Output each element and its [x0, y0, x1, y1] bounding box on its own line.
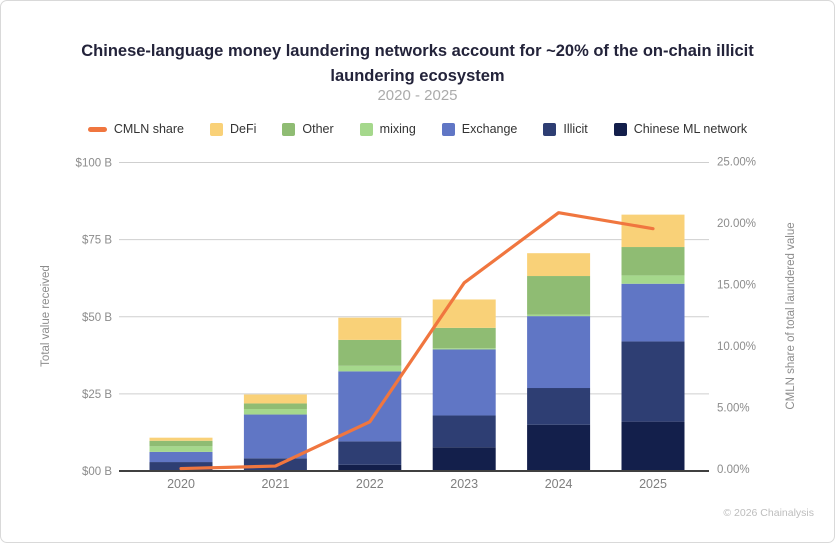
bar-segment-other-2020: [149, 440, 213, 447]
bar-segment-mixing-2020: [149, 446, 213, 452]
x-axis-label-2020: 2020: [167, 477, 195, 491]
legend-label: Exchange: [461, 122, 518, 136]
legend-label: DeFi: [229, 122, 257, 136]
right-axis-tick-label: 5.00%: [717, 403, 750, 415]
bar-segment-exchange-2025: [621, 283, 685, 342]
x-axis-label-2025: 2025: [639, 477, 667, 491]
left-axis-tick-label: $75 B: [82, 235, 112, 247]
bar-segment-chinese-ml-network-2024: [527, 424, 591, 471]
bar-segment-other-2021: [243, 403, 307, 409]
right-axis-tick-label: 0.00%: [717, 464, 750, 476]
illicit-swatch-icon: [543, 122, 557, 136]
legend-label: Chinese ML network: [633, 122, 748, 136]
bar-segment-exchange-2023: [432, 349, 496, 416]
x-axis-label-2022: 2022: [356, 477, 384, 491]
bar-segment-illicit-2021: [243, 458, 307, 471]
bar-segment-defi-2022: [338, 317, 402, 340]
bar-segment-exchange-2022: [338, 371, 402, 442]
cmln-share-swatch-icon: [87, 126, 107, 132]
left-axis-tick-label: $25 B: [82, 389, 112, 401]
bar-segment-illicit-2023: [432, 415, 496, 448]
bar-segment-defi-2020: [149, 437, 213, 441]
legend-item-defi: DeFi: [209, 122, 257, 136]
bar-segment-illicit-2025: [621, 341, 685, 422]
legend-item-other: Other: [282, 122, 334, 136]
legend-item-mixing: mixing: [359, 122, 416, 136]
bar-segment-mixing-2025: [621, 275, 685, 284]
bar-segment-chinese-ml-network-2022: [338, 464, 402, 471]
legend-label: Illicit: [563, 122, 588, 136]
x-axis-label-2021: 2021: [261, 477, 289, 491]
bar-segment-illicit-2024: [527, 388, 591, 425]
bar-segment-other-2025: [621, 247, 685, 276]
bar-segment-mixing-2024: [527, 314, 591, 317]
bar-segment-defi-2024: [527, 253, 591, 277]
left-axis-tick-label: $50 B: [82, 312, 112, 324]
left-axis-tick-label: $00 B: [82, 466, 112, 478]
right-axis-tick-label: 10.00%: [717, 341, 756, 353]
bar-segment-illicit-2022: [338, 441, 402, 465]
bar-segment-exchange-2021: [243, 414, 307, 459]
bar-segment-defi-2025: [621, 214, 685, 248]
x-axis-label-2023: 2023: [450, 477, 478, 491]
right-axis-tick-label: 15.00%: [717, 280, 756, 292]
chinese-ml-network-swatch-icon: [613, 122, 627, 136]
bar-segment-mixing-2023: [432, 348, 496, 350]
chart-title: Chinese-language money laundering networ…: [81, 42, 754, 85]
copyright-credit: © 2026 Chainalysis: [723, 507, 814, 519]
left-axis-tick-label: $100 B: [76, 158, 113, 170]
right-axis-tick-label: 25.00%: [717, 157, 756, 169]
legend-item-cmln-share: CMLN share: [87, 122, 184, 136]
bar-segment-other-2024: [527, 276, 591, 315]
bar-segment-exchange-2020: [149, 451, 213, 463]
bar-segment-mixing-2021: [243, 408, 307, 415]
legend-label: Other: [302, 122, 334, 136]
defi-swatch-icon: [209, 122, 223, 136]
bar-segment-defi-2021: [243, 394, 307, 404]
bar-segment-other-2023: [432, 327, 496, 349]
legend-item-exchange: Exchange: [441, 122, 518, 136]
other-swatch-icon: [282, 122, 296, 136]
chart-subtitle: 2020 - 2025: [377, 87, 458, 104]
legend-item-illicit: Illicit: [543, 122, 588, 136]
legend-label: mixing: [379, 122, 416, 136]
bar-segment-chinese-ml-network-2023: [432, 447, 496, 471]
right-axis-tick-label: 20.00%: [717, 218, 756, 230]
cmln-share-line: [179, 211, 655, 471]
chart-legend: CMLN share DeFi Other mixing Exchange Illicit…: [1, 122, 834, 136]
left-axis-title: Total value received: [40, 265, 52, 367]
bar-segment-illicit-2020: [149, 462, 213, 471]
bar-segment-other-2022: [338, 339, 402, 366]
right-axis-title: CMLN share of total laundered value: [785, 222, 797, 409]
bar-segment-exchange-2024: [527, 316, 591, 389]
bar-segment-mixing-2022: [338, 365, 402, 372]
exchange-swatch-icon: [441, 122, 455, 136]
mixing-swatch-icon: [359, 122, 373, 136]
x-axis-label-2024: 2024: [545, 477, 573, 491]
legend-item-chinese-ml-network: Chinese ML network: [613, 122, 748, 136]
legend-label: CMLN share: [113, 122, 184, 136]
bar-segment-chinese-ml-network-2025: [621, 421, 685, 471]
